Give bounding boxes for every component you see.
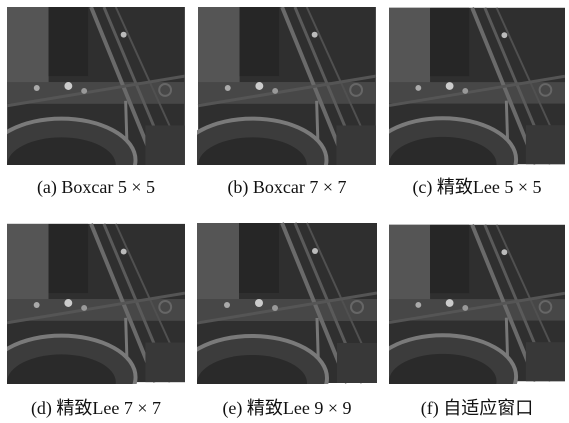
caption: (d) 精致Lee 7 × 7 bbox=[31, 398, 161, 419]
caption: (c) 精致Lee 5 × 5 bbox=[412, 177, 541, 198]
caption: (f) 自适应窗口 bbox=[421, 398, 533, 419]
figure: (a) Boxcar 5 × 5 (b) Boxcar 7 × 7 (c) 精致… bbox=[0, 0, 569, 423]
image-panel bbox=[369, 8, 565, 201]
image-panel bbox=[0, 224, 185, 419]
page: (a) Boxcar 5 × 5 (b) Boxcar 7 × 7 (c) 精致… bbox=[0, 0, 569, 423]
image-panel bbox=[369, 225, 565, 418]
caption: (b) Boxcar 7 × 7 bbox=[227, 177, 346, 198]
image-panel bbox=[0, 7, 185, 202]
image-panel bbox=[177, 223, 377, 420]
caption: (e) 精致Lee 9 × 9 bbox=[222, 398, 351, 419]
image-panel bbox=[178, 7, 376, 202]
caption: (a) Boxcar 5 × 5 bbox=[37, 177, 155, 198]
